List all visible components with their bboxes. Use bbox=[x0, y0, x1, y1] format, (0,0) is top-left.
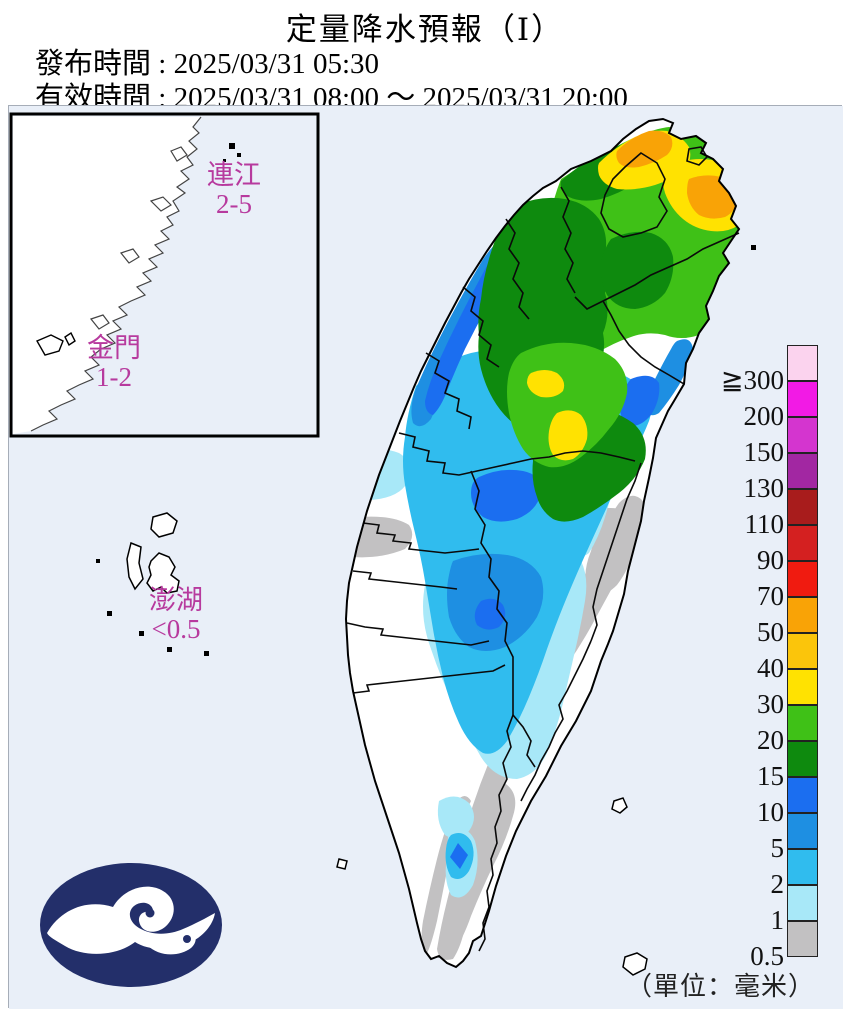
legend-tick-label: 70 bbox=[757, 581, 784, 611]
issued-separator: : bbox=[151, 48, 174, 80]
legend-tick-label: 200 bbox=[743, 401, 785, 431]
legend-tick-label: 90 bbox=[757, 545, 784, 575]
kinmen-islands bbox=[36, 331, 76, 356]
kinmen-label: 金門 1-2 bbox=[87, 334, 141, 392]
legend-swatch bbox=[787, 705, 818, 741]
cwa-logo bbox=[40, 863, 222, 987]
legend-swatch bbox=[787, 633, 818, 669]
county-borders bbox=[346, 146, 740, 952]
penghu-label: 澎湖 <0.5 bbox=[149, 586, 203, 644]
legend-swatch bbox=[787, 561, 818, 597]
issued-value: 2025/03/31 05:30 bbox=[173, 48, 379, 80]
legend-swatch bbox=[787, 597, 818, 633]
kinmen-value: 1-2 bbox=[96, 362, 132, 392]
kinmen-name: 金門 bbox=[87, 333, 141, 363]
legend-tick-label: 2 bbox=[770, 869, 785, 899]
legend-swatch bbox=[787, 813, 818, 849]
legend-tick-label: 150 bbox=[743, 437, 785, 467]
legend-swatch bbox=[787, 669, 818, 705]
legend-tick-label: 110 bbox=[744, 509, 785, 539]
legend-swatch bbox=[787, 921, 818, 957]
legend-tick-label: 5 bbox=[770, 833, 785, 863]
precipitation-legend: ≧300 200 150 130 110 90 70 50 40 30 20 15 10 5 2 1 0.5 bbox=[698, 345, 820, 985]
legend-tick-label: 20 bbox=[757, 725, 784, 755]
issued-time-line: 發布時間 : 2025/03/31 05:30 bbox=[35, 40, 379, 82]
penghu-value: <0.5 bbox=[151, 614, 201, 644]
legend-tick-label: 130 bbox=[743, 473, 785, 503]
penghu-islands bbox=[96, 512, 209, 656]
legend-tick-label: 1 bbox=[770, 905, 785, 935]
page-title: 定量降水預報（Ⅰ） bbox=[285, 12, 565, 47]
legend-tick-label: 50 bbox=[757, 617, 784, 647]
legend-swatch bbox=[787, 345, 818, 381]
unit-note: （單位：毫米） bbox=[625, 972, 815, 1001]
legend-tick-label: 10 bbox=[757, 797, 784, 827]
matsu-islands bbox=[223, 143, 241, 162]
lienchiang-label: 連江 2-5 bbox=[207, 161, 261, 219]
map-panel: 連江 2-5 金門 1-2 澎湖 <0.5 bbox=[8, 105, 843, 1009]
lienchiang-name: 連江 bbox=[207, 160, 261, 190]
legend-swatch bbox=[787, 885, 818, 921]
legend-swatch bbox=[787, 489, 818, 525]
issued-label: 發布時間 bbox=[35, 48, 152, 80]
legend-swatch bbox=[787, 453, 818, 489]
taiwan-precipitation-map bbox=[9, 106, 843, 1009]
china-coast-inset bbox=[9, 112, 320, 438]
legend-tick-label: ≧300 bbox=[720, 365, 784, 395]
penghu-name: 澎湖 bbox=[149, 585, 203, 615]
legend-tick-label: 15 bbox=[757, 761, 784, 791]
legend-swatch bbox=[787, 525, 818, 561]
taiwan-coastline bbox=[344, 117, 741, 969]
legend-swatch bbox=[787, 381, 818, 417]
legend-swatch bbox=[787, 777, 818, 813]
lienchiang-value: 2-5 bbox=[216, 189, 252, 219]
legend-tick-label: 40 bbox=[757, 653, 784, 683]
legend-swatch bbox=[787, 417, 818, 453]
minor-islands bbox=[336, 245, 756, 976]
legend-tick-label: 0.5 bbox=[750, 941, 784, 971]
legend-tick-label: 30 bbox=[757, 689, 784, 719]
legend-swatch bbox=[787, 741, 818, 777]
valid-separator: : bbox=[151, 82, 174, 114]
legend-swatch bbox=[787, 849, 818, 885]
